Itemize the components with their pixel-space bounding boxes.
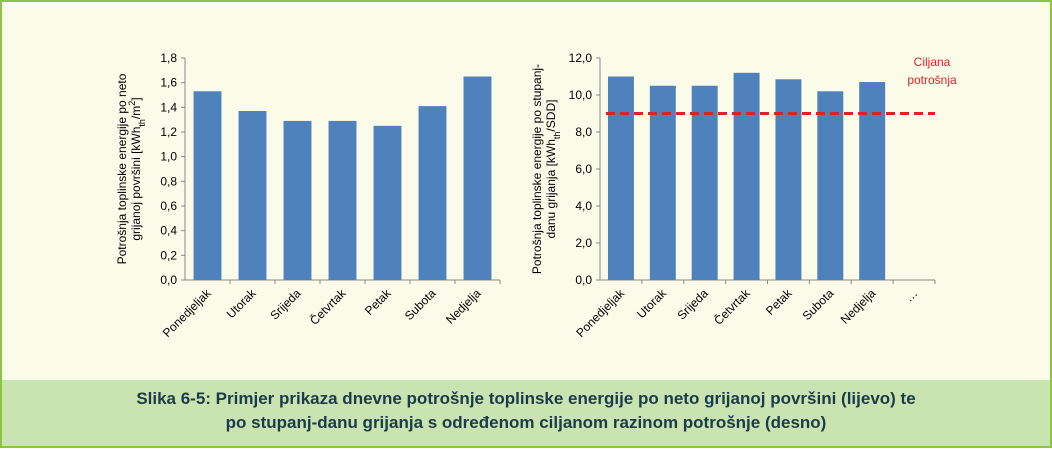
caption-band — [2, 380, 1050, 446]
bar — [859, 82, 886, 280]
y-tick-label: 10,0 — [569, 88, 593, 102]
bar — [463, 76, 492, 280]
y-axis-title-part: /SDD — [544, 103, 558, 132]
y-tick-label: 1,0 — [160, 150, 177, 164]
y-tick-label: 1,8 — [160, 51, 177, 65]
bar — [775, 79, 802, 281]
y-axis-title-part: grijanoj površini [kWh — [129, 127, 143, 241]
y-tick-label: 0,0 — [575, 273, 592, 287]
y-tick-label: 1,6 — [160, 76, 177, 90]
bar — [283, 120, 312, 281]
y-axis-title: Potrošnja toplinske energije po neto — [115, 73, 129, 264]
y-tick-label: 0,6 — [160, 199, 177, 213]
bar — [733, 72, 760, 280]
bar — [817, 91, 844, 280]
bar — [238, 111, 267, 281]
caption: po stupanj-danu grijanja s određenom cil… — [226, 413, 827, 432]
y-axis-title: grijanoj površini [kWhth/m2] — [127, 97, 147, 240]
y-tick-label: 0,0 — [160, 273, 177, 287]
y-tick-label: 1,2 — [160, 125, 177, 139]
y-axis-title-part: 2 — [127, 101, 137, 106]
y-axis-title-part: ] — [129, 97, 143, 100]
bar — [328, 120, 357, 281]
y-axis-title-part: th — [137, 119, 147, 127]
bar — [418, 106, 447, 280]
y-axis-title-part: th — [552, 132, 562, 140]
bar — [691, 85, 718, 280]
y-tick-label: 4,0 — [575, 199, 592, 213]
bar — [193, 91, 222, 280]
y-tick-label: 8,0 — [575, 125, 592, 139]
y-tick-label: 0,2 — [160, 248, 177, 262]
y-tick-label: 2,0 — [575, 236, 592, 250]
caption: Slika 6-5: Primjer prikaza dnevne potroš… — [136, 389, 915, 408]
y-tick-label: 12,0 — [569, 51, 593, 65]
y-tick-label: 1,4 — [160, 100, 177, 114]
target-label: potrošnja — [907, 73, 957, 87]
target-label: Ciljana — [914, 55, 951, 69]
y-axis-title: Potrošnja toplinske energije po stupanj- — [530, 64, 544, 274]
bar — [649, 85, 676, 280]
bar — [607, 76, 634, 280]
y-tick-label: 0,4 — [160, 224, 177, 238]
y-axis-title-part: ] — [544, 100, 558, 103]
y-tick-label: 0,8 — [160, 174, 177, 188]
y-axis-title: danu grijanja [kWhth/SDD] — [544, 100, 562, 239]
y-axis-title-part: /m — [129, 106, 143, 119]
y-tick-label: 6,0 — [575, 162, 592, 176]
bar — [373, 125, 402, 280]
y-axis-title-part: danu grijanja [kWh — [544, 139, 558, 238]
